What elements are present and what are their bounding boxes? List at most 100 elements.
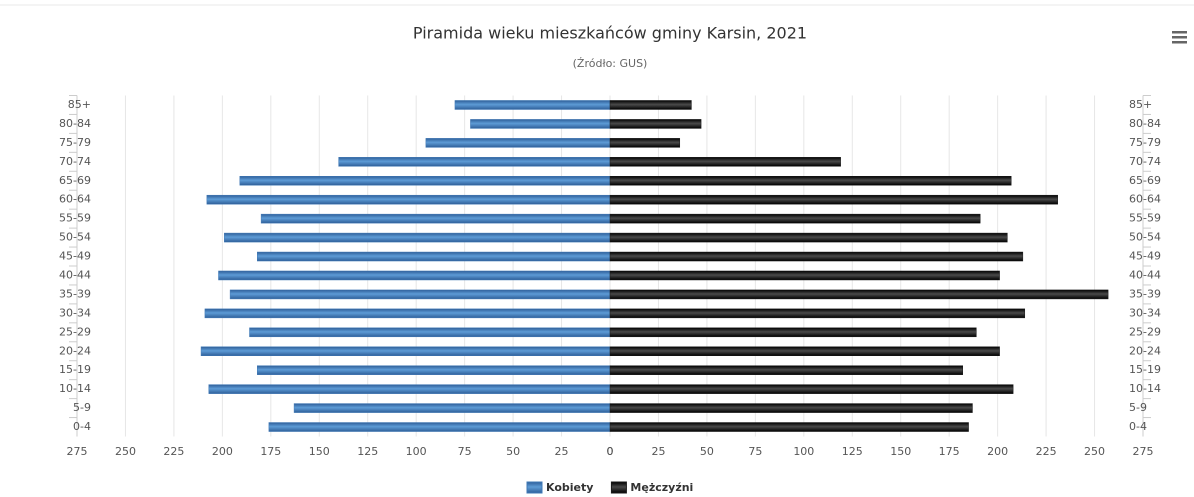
bar — [200, 346, 611, 356]
y-tick-label: 20-24 — [1129, 344, 1161, 357]
y-tick-label: 50-54 — [59, 231, 91, 244]
legend-label: Kobiety — [546, 481, 593, 494]
y-tick-label: 30-34 — [59, 306, 91, 319]
bar — [257, 251, 611, 262]
y-tick-label: 70-74 — [59, 155, 91, 168]
y-tick-label: 75-79 — [1129, 136, 1161, 149]
bar — [470, 119, 611, 129]
y-tick-label: 5-9 — [73, 401, 91, 414]
bar — [609, 422, 969, 432]
y-tick-label: 85+ — [1129, 98, 1152, 111]
y-tick-label: 0-4 — [73, 420, 91, 433]
y-tick-label: 25-29 — [1129, 325, 1161, 338]
bar — [206, 194, 611, 205]
y-tick-label: 20-24 — [59, 344, 91, 357]
y-tick-label: 45-49 — [1129, 250, 1161, 263]
y-tick-label: 50-54 — [1129, 231, 1161, 244]
bar — [218, 270, 611, 281]
y-tick-label: 55-59 — [1129, 212, 1161, 225]
y-tick-label: 0-4 — [1129, 420, 1147, 433]
bar — [609, 365, 963, 375]
x-tick-label: 175 — [260, 445, 281, 458]
bar — [229, 289, 611, 300]
y-tick-label: 5-9 — [1129, 401, 1147, 414]
x-tick-label: 175 — [939, 445, 960, 458]
bar — [609, 176, 1012, 186]
x-tick-label: 50 — [506, 445, 520, 458]
x-tick-label: 275 — [67, 445, 88, 458]
menu-button[interactable] — [1172, 31, 1187, 44]
x-tick-label: 225 — [163, 445, 184, 458]
bar — [454, 100, 611, 110]
bar — [293, 403, 611, 413]
x-tick-label: 150 — [309, 445, 330, 458]
bar — [268, 422, 611, 432]
bar — [249, 327, 611, 338]
x-tick-label: 0 — [607, 445, 614, 458]
bar — [609, 119, 702, 129]
bar — [609, 194, 1058, 205]
x-tick-label: 200 — [987, 445, 1008, 458]
x-tick-label: 25 — [651, 445, 665, 458]
y-tick-label: 35-39 — [1129, 287, 1161, 300]
bar — [609, 403, 973, 413]
y-tick-label: 25-29 — [59, 325, 91, 338]
legend-swatch — [610, 481, 627, 494]
x-tick-label: 225 — [1036, 445, 1057, 458]
y-tick-label: 10-14 — [59, 382, 91, 395]
y-tick-label: 15-19 — [59, 363, 91, 376]
y-tick-label: 80-84 — [1129, 117, 1161, 130]
bar — [609, 270, 1000, 281]
y-tick-label: 70-74 — [1129, 155, 1161, 168]
chart-title: Piramida wieku mieszkańców gminy Karsin,… — [413, 24, 807, 43]
bar — [609, 138, 681, 148]
y-tick-label: 10-14 — [1129, 382, 1161, 395]
bar — [208, 384, 611, 394]
bar — [609, 213, 981, 224]
bar — [609, 100, 692, 110]
bar — [609, 251, 1024, 262]
bar — [204, 308, 611, 319]
y-tick-label: 30-34 — [1129, 306, 1161, 319]
bar — [609, 289, 1109, 300]
x-tick-label: 200 — [212, 445, 233, 458]
y-tick-label: 40-44 — [1129, 268, 1161, 281]
y-tick-label: 60-64 — [59, 193, 91, 206]
x-tick-label: 75 — [748, 445, 762, 458]
legend-swatch — [526, 481, 543, 494]
y-tick-label: 85+ — [68, 98, 91, 111]
y-tick-label: 35-39 — [59, 287, 91, 300]
x-tick-label: 50 — [700, 445, 714, 458]
y-tick-label: 65-69 — [59, 174, 91, 187]
x-tick-label: 25 — [555, 445, 569, 458]
bar — [609, 384, 1014, 394]
legend-item: Mężczyźni — [610, 481, 693, 494]
legend-label: Mężczyźni — [630, 481, 693, 494]
bar — [609, 157, 841, 167]
y-tick-label: 80-84 — [59, 117, 91, 130]
y-tick-label: 60-64 — [1129, 193, 1161, 206]
y-tick-label: 15-19 — [1129, 363, 1161, 376]
x-tick-label: 125 — [842, 445, 863, 458]
bar — [260, 213, 611, 224]
bar — [609, 346, 1000, 356]
y-tick-label: 75-79 — [59, 136, 91, 149]
x-tick-label: 0 — [607, 445, 614, 458]
chart-subtitle: (Źródło: GUS) — [573, 57, 648, 70]
bar — [239, 176, 611, 186]
x-tick-label: 125 — [357, 445, 378, 458]
x-tick-label: 100 — [406, 445, 427, 458]
x-tick-label: 250 — [115, 445, 136, 458]
x-tick-label: 100 — [793, 445, 814, 458]
bar — [224, 232, 611, 243]
x-tick-label: 250 — [1084, 445, 1105, 458]
bar — [425, 138, 611, 148]
x-tick-label: 275 — [1133, 445, 1154, 458]
legend-item: Kobiety — [526, 481, 593, 494]
x-tick-label: 150 — [890, 445, 911, 458]
bar — [609, 308, 1026, 319]
y-tick-label: 55-59 — [59, 212, 91, 225]
bar — [609, 232, 1008, 243]
y-tick-label: 45-49 — [59, 250, 91, 263]
bar — [257, 365, 611, 375]
